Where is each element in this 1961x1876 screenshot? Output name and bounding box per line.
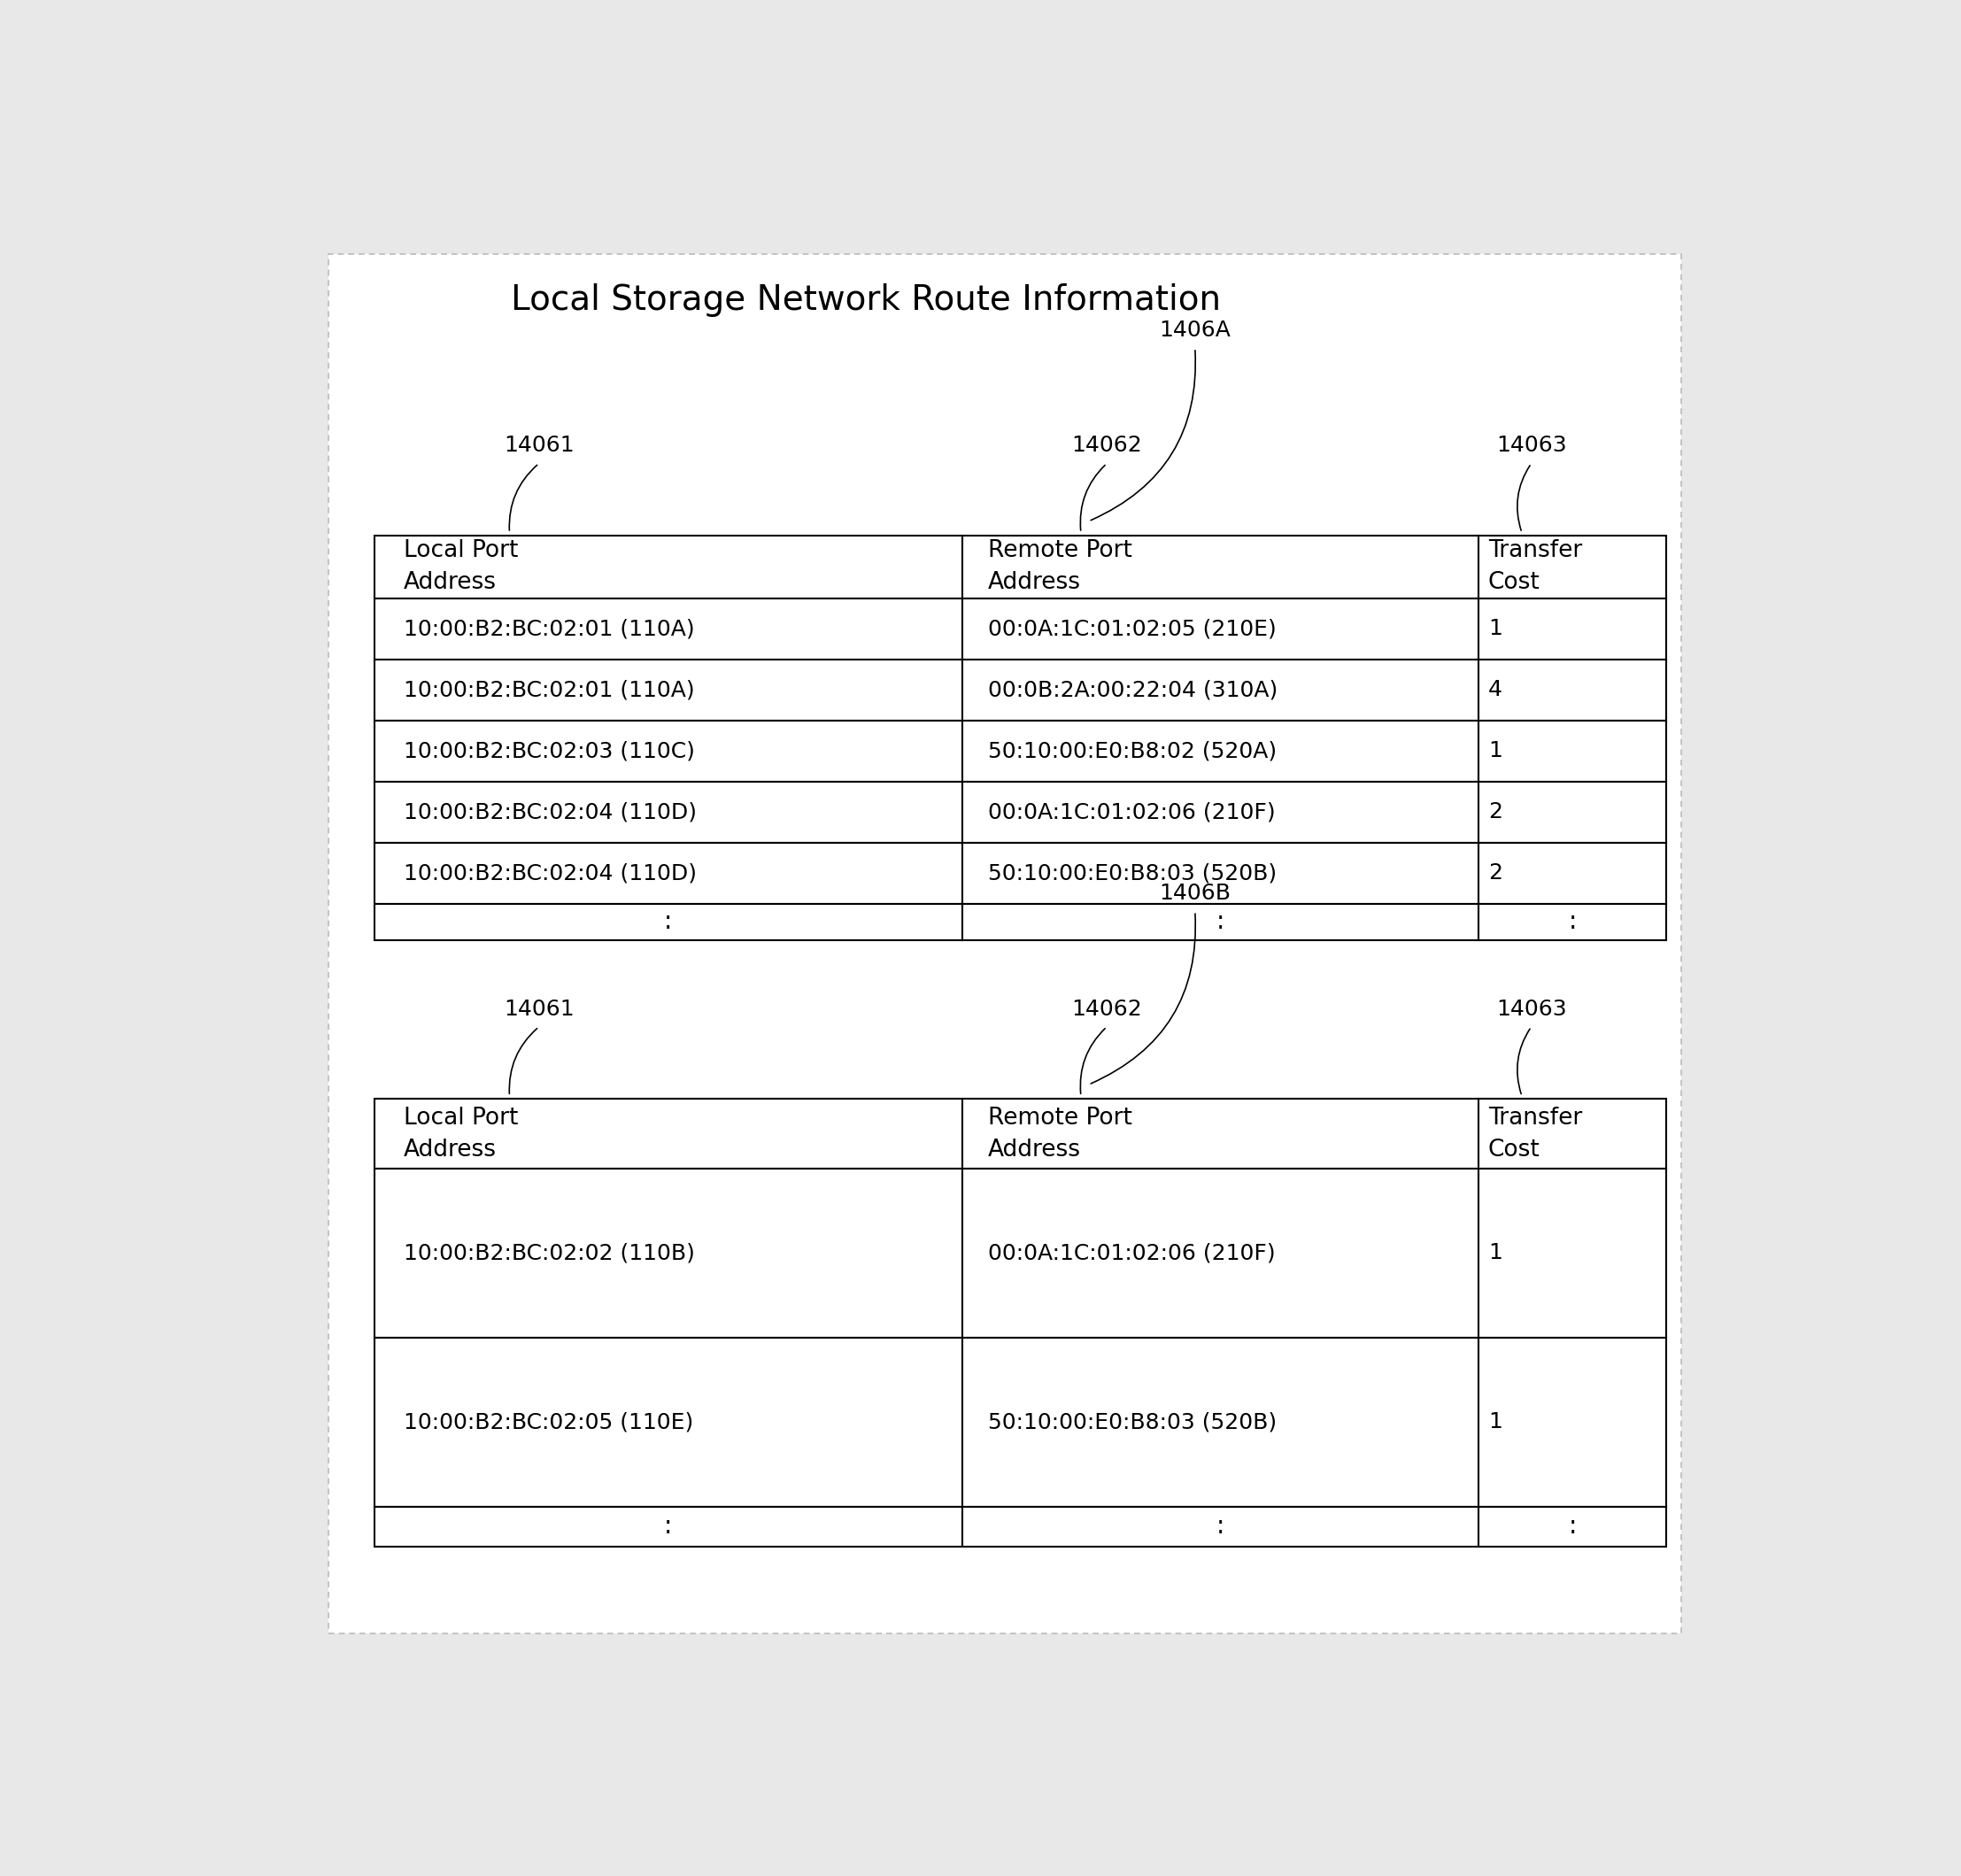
Text: 1: 1 — [1488, 741, 1502, 762]
Text: 10:00:B2:BC:02:04 (110D): 10:00:B2:BC:02:04 (110D) — [404, 863, 696, 884]
Bar — [963, 1338, 1479, 1506]
Text: Transfer
Cost: Transfer Cost — [1488, 1107, 1583, 1161]
Text: 14062: 14062 — [1071, 435, 1141, 456]
Text: 50:10:00:E0:B8:03 (520B): 50:10:00:E0:B8:03 (520B) — [988, 863, 1277, 884]
Text: Remote Port
Address: Remote Port Address — [988, 540, 1131, 595]
Bar — [1479, 842, 1667, 904]
Text: 1406A: 1406A — [1159, 319, 1232, 341]
Bar — [375, 782, 963, 842]
Bar — [1479, 537, 1667, 598]
Bar — [1479, 782, 1667, 842]
Text: 14063: 14063 — [1496, 435, 1567, 456]
Text: Local Port
Address: Local Port Address — [404, 540, 518, 595]
Text: 00:0B:2A:00:22:04 (310A): 00:0B:2A:00:22:04 (310A) — [988, 679, 1279, 700]
Text: 1406B: 1406B — [1159, 884, 1232, 904]
Bar — [963, 1099, 1479, 1169]
Text: 14063: 14063 — [1496, 998, 1567, 1021]
Bar — [329, 253, 1681, 1634]
Text: 14062: 14062 — [1071, 998, 1141, 1021]
Text: 50:10:00:E0:B8:02 (520A): 50:10:00:E0:B8:02 (520A) — [988, 741, 1277, 762]
Text: 10:00:B2:BC:02:04 (110D): 10:00:B2:BC:02:04 (110D) — [404, 801, 696, 824]
Text: 2: 2 — [1488, 863, 1502, 884]
Text: 1: 1 — [1488, 1411, 1502, 1433]
Text: Remote Port
Address: Remote Port Address — [988, 1107, 1131, 1161]
Text: :: : — [1216, 910, 1224, 934]
Bar — [1479, 598, 1667, 660]
Bar — [1479, 720, 1667, 782]
Bar — [963, 660, 1479, 720]
Text: :: : — [1569, 1514, 1577, 1538]
Bar — [375, 904, 963, 940]
Text: 14061: 14061 — [504, 998, 575, 1021]
Text: :: : — [1569, 910, 1577, 934]
Text: :: : — [665, 910, 673, 934]
Text: 14061: 14061 — [504, 435, 575, 456]
Text: Local Port
Address: Local Port Address — [404, 1107, 518, 1161]
Text: :: : — [1216, 1514, 1224, 1538]
Bar — [963, 537, 1479, 598]
Bar — [963, 904, 1479, 940]
Text: 1: 1 — [1488, 619, 1502, 640]
Text: Local Storage Network Route Information: Local Storage Network Route Information — [512, 283, 1222, 317]
Bar — [1479, 660, 1667, 720]
Bar — [375, 842, 963, 904]
Bar — [375, 537, 963, 598]
Bar — [1479, 1099, 1667, 1169]
Text: 10:00:B2:BC:02:01 (110A): 10:00:B2:BC:02:01 (110A) — [404, 619, 694, 640]
Text: 4: 4 — [1488, 679, 1502, 700]
Bar — [375, 1169, 963, 1338]
Bar — [963, 1169, 1479, 1338]
Text: Transfer
Cost: Transfer Cost — [1488, 540, 1583, 595]
Text: 00:0A:1C:01:02:06 (210F): 00:0A:1C:01:02:06 (210F) — [988, 801, 1275, 824]
Bar — [963, 842, 1479, 904]
Bar — [375, 660, 963, 720]
Bar — [1479, 904, 1667, 940]
Text: 1: 1 — [1488, 1242, 1502, 1264]
Text: 2: 2 — [1488, 801, 1502, 824]
Bar — [375, 720, 963, 782]
Text: :: : — [665, 1514, 673, 1538]
Bar — [963, 598, 1479, 660]
Bar — [963, 720, 1479, 782]
Text: 00:0A:1C:01:02:06 (210F): 00:0A:1C:01:02:06 (210F) — [988, 1242, 1275, 1264]
Text: 00:0A:1C:01:02:05 (210E): 00:0A:1C:01:02:05 (210E) — [988, 619, 1277, 640]
Text: 10:00:B2:BC:02:03 (110C): 10:00:B2:BC:02:03 (110C) — [404, 741, 694, 762]
Bar — [375, 1099, 963, 1169]
Bar — [375, 598, 963, 660]
Bar — [963, 1506, 1479, 1548]
Text: 50:10:00:E0:B8:03 (520B): 50:10:00:E0:B8:03 (520B) — [988, 1411, 1277, 1433]
Bar — [375, 1506, 963, 1548]
Bar — [963, 782, 1479, 842]
Text: 10:00:B2:BC:02:02 (110B): 10:00:B2:BC:02:02 (110B) — [404, 1242, 694, 1264]
Bar — [375, 1338, 963, 1506]
Bar — [1479, 1506, 1667, 1548]
Text: 10:00:B2:BC:02:01 (110A): 10:00:B2:BC:02:01 (110A) — [404, 679, 694, 700]
Bar — [1479, 1169, 1667, 1338]
Text: 10:00:B2:BC:02:05 (110E): 10:00:B2:BC:02:05 (110E) — [404, 1411, 694, 1433]
Bar — [1479, 1338, 1667, 1506]
